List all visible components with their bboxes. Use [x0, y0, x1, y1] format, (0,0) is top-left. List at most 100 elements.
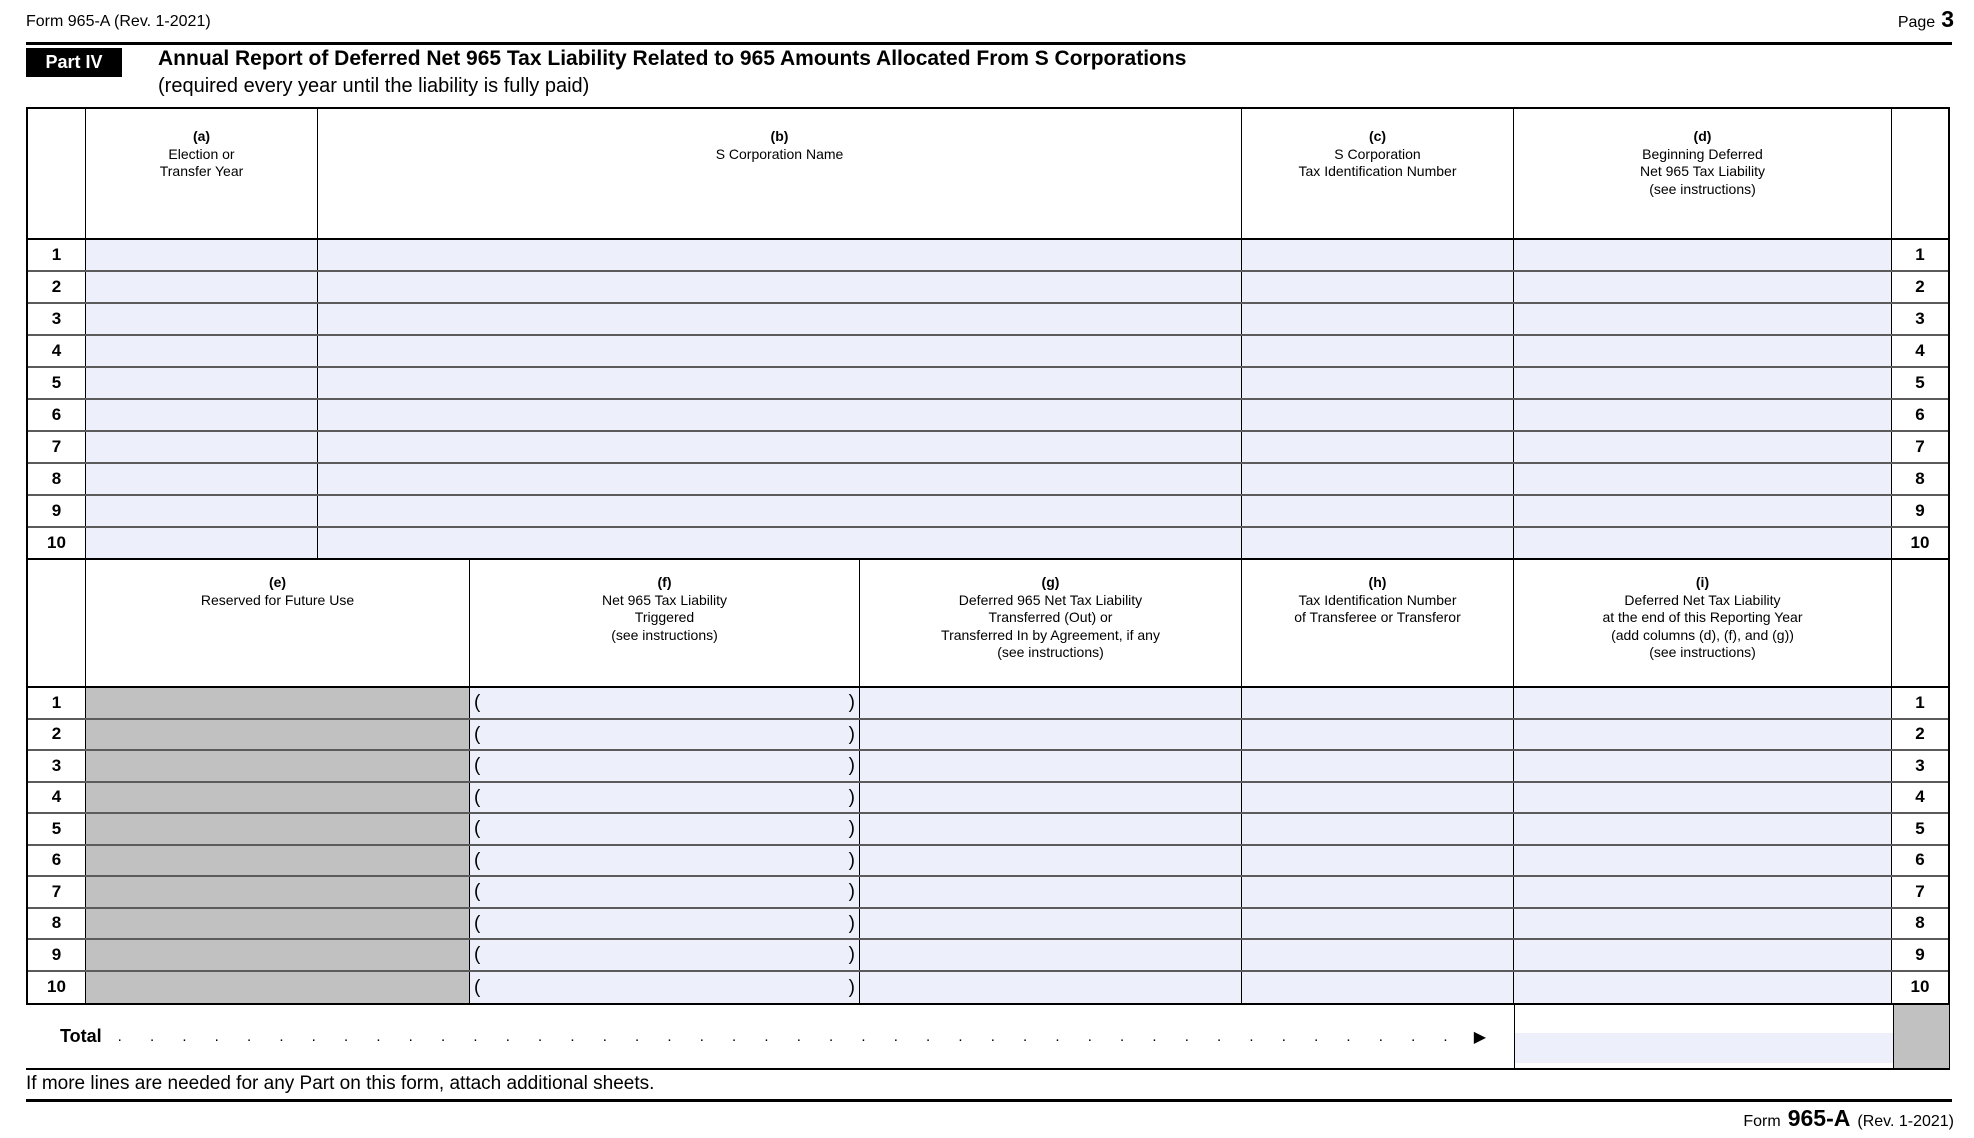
input-s-corporation-tin[interactable] — [1242, 368, 1514, 398]
input-deferred-liability-end-of-year[interactable] — [1514, 751, 1892, 781]
total-leader-area: Total . . . . . . . . . . . . . . . . . … — [26, 1005, 1514, 1068]
input-tin-transferee-transferor[interactable] — [1242, 719, 1514, 749]
open-paren: ( — [474, 912, 481, 934]
input-deferred-liability-transferred[interactable] — [860, 719, 1242, 749]
input-net-965-liability-triggered[interactable]: ( ) — [470, 877, 860, 907]
input-deferred-liability-transferred[interactable] — [860, 908, 1242, 938]
input-s-corporation-tin[interactable] — [1242, 304, 1514, 334]
input-net-965-liability-triggered[interactable]: ( ) — [470, 688, 860, 718]
input-beginning-deferred-liability[interactable] — [1514, 432, 1892, 462]
input-deferred-liability-transferred[interactable] — [860, 971, 1242, 1003]
input-s-corporation-tin[interactable] — [1242, 496, 1514, 526]
input-s-corporation-tin[interactable] — [1242, 240, 1514, 270]
input-net-965-liability-triggered[interactable]: ( ) — [470, 971, 860, 1003]
column-label-c: S Corporation Tax Identification Number — [1298, 145, 1457, 180]
input-deferred-liability-transferred[interactable] — [860, 845, 1242, 875]
input-deferred-liability-transferred[interactable] — [860, 814, 1242, 844]
column-letter-a: (a) — [192, 128, 211, 144]
input-election-or-transfer-year[interactable] — [86, 304, 318, 334]
input-beginning-deferred-liability[interactable] — [1514, 496, 1892, 526]
input-net-965-liability-triggered[interactable]: ( ) — [470, 845, 860, 875]
reserved-future-use-cell — [86, 782, 470, 812]
input-s-corporation-tin[interactable] — [1242, 272, 1514, 302]
input-beginning-deferred-liability[interactable] — [1514, 240, 1892, 270]
row-number-header-spacer — [28, 109, 86, 238]
input-election-or-transfer-year[interactable] — [86, 496, 318, 526]
input-s-corporation-tin[interactable] — [1242, 432, 1514, 462]
input-net-965-liability-triggered[interactable]: ( ) — [470, 908, 860, 938]
row-number-header-spacer — [28, 560, 86, 686]
input-beginning-deferred-liability[interactable] — [1514, 528, 1892, 558]
input-deferred-liability-transferred[interactable] — [860, 782, 1242, 812]
input-deferred-liability-end-of-year[interactable] — [1514, 940, 1892, 970]
input-tin-transferee-transferor[interactable] — [1242, 877, 1514, 907]
column-header-h: (h) Tax Identification Number of Transfe… — [1242, 560, 1514, 686]
footer-rule — [26, 1099, 1952, 1102]
input-election-or-transfer-year[interactable] — [86, 336, 318, 366]
input-deferred-liability-end-of-year[interactable] — [1514, 688, 1892, 718]
column-letter-h: (h) — [1368, 574, 1387, 590]
input-tin-transferee-transferor[interactable] — [1242, 814, 1514, 844]
input-s-corporation-name[interactable] — [318, 464, 1242, 494]
input-s-corporation-tin[interactable] — [1242, 400, 1514, 430]
table-row-8: 8 8 — [28, 464, 1948, 496]
row-number-right: 3 — [1892, 304, 1948, 334]
input-s-corporation-name[interactable] — [318, 240, 1242, 270]
input-s-corporation-tin[interactable] — [1242, 336, 1514, 366]
input-tin-transferee-transferor[interactable] — [1242, 940, 1514, 970]
input-deferred-liability-end-of-year[interactable] — [1514, 814, 1892, 844]
input-net-965-liability-triggered[interactable]: ( ) — [470, 719, 860, 749]
input-s-corporation-name[interactable] — [318, 496, 1242, 526]
row-number-left: 5 — [28, 368, 86, 398]
row-number-right: 7 — [1892, 432, 1948, 462]
input-total-deferred-liability[interactable] — [1515, 1033, 1893, 1063]
table-row-2: 2 2 — [28, 272, 1948, 304]
input-deferred-liability-end-of-year[interactable] — [1514, 877, 1892, 907]
page-word: Page — [1897, 14, 1936, 31]
input-tin-transferee-transferor[interactable] — [1242, 782, 1514, 812]
input-election-or-transfer-year[interactable] — [86, 272, 318, 302]
input-s-corporation-tin[interactable] — [1242, 464, 1514, 494]
input-net-965-liability-triggered[interactable]: ( ) — [470, 814, 860, 844]
input-election-or-transfer-year[interactable] — [86, 240, 318, 270]
input-s-corporation-name[interactable] — [318, 528, 1242, 558]
input-beginning-deferred-liability[interactable] — [1514, 368, 1892, 398]
input-s-corporation-tin[interactable] — [1242, 528, 1514, 558]
input-tin-transferee-transferor[interactable] — [1242, 688, 1514, 718]
input-tin-transferee-transferor[interactable] — [1242, 908, 1514, 938]
input-deferred-liability-transferred[interactable] — [860, 751, 1242, 781]
row-number-right: 2 — [1892, 272, 1948, 302]
input-election-or-transfer-year[interactable] — [86, 528, 318, 558]
input-beginning-deferred-liability[interactable] — [1514, 336, 1892, 366]
input-beginning-deferred-liability[interactable] — [1514, 464, 1892, 494]
input-tin-transferee-transferor[interactable] — [1242, 845, 1514, 875]
input-tin-transferee-transferor[interactable] — [1242, 971, 1514, 1003]
input-election-or-transfer-year[interactable] — [86, 400, 318, 430]
column-header-a: (a) Election or Transfer Year — [86, 109, 318, 238]
input-deferred-liability-end-of-year[interactable] — [1514, 971, 1892, 1003]
column-header-g: (g) Deferred 965 Net Tax Liability Trans… — [860, 560, 1242, 686]
input-election-or-transfer-year[interactable] — [86, 464, 318, 494]
input-election-or-transfer-year[interactable] — [86, 368, 318, 398]
input-s-corporation-name[interactable] — [318, 272, 1242, 302]
input-s-corporation-name[interactable] — [318, 336, 1242, 366]
input-beginning-deferred-liability[interactable] — [1514, 272, 1892, 302]
input-deferred-liability-end-of-year[interactable] — [1514, 782, 1892, 812]
input-beginning-deferred-liability[interactable] — [1514, 304, 1892, 334]
input-s-corporation-name[interactable] — [318, 304, 1242, 334]
input-deferred-liability-transferred[interactable] — [860, 877, 1242, 907]
input-deferred-liability-end-of-year[interactable] — [1514, 908, 1892, 938]
input-beginning-deferred-liability[interactable] — [1514, 400, 1892, 430]
input-deferred-liability-end-of-year[interactable] — [1514, 845, 1892, 875]
input-s-corporation-name[interactable] — [318, 400, 1242, 430]
input-deferred-liability-transferred[interactable] — [860, 940, 1242, 970]
input-deferred-liability-transferred[interactable] — [860, 688, 1242, 718]
input-s-corporation-name[interactable] — [318, 368, 1242, 398]
input-deferred-liability-end-of-year[interactable] — [1514, 719, 1892, 749]
input-net-965-liability-triggered[interactable]: ( ) — [470, 940, 860, 970]
input-net-965-liability-triggered[interactable]: ( ) — [470, 782, 860, 812]
input-tin-transferee-transferor[interactable] — [1242, 751, 1514, 781]
input-s-corporation-name[interactable] — [318, 432, 1242, 462]
input-net-965-liability-triggered[interactable]: ( ) — [470, 751, 860, 781]
input-election-or-transfer-year[interactable] — [86, 432, 318, 462]
